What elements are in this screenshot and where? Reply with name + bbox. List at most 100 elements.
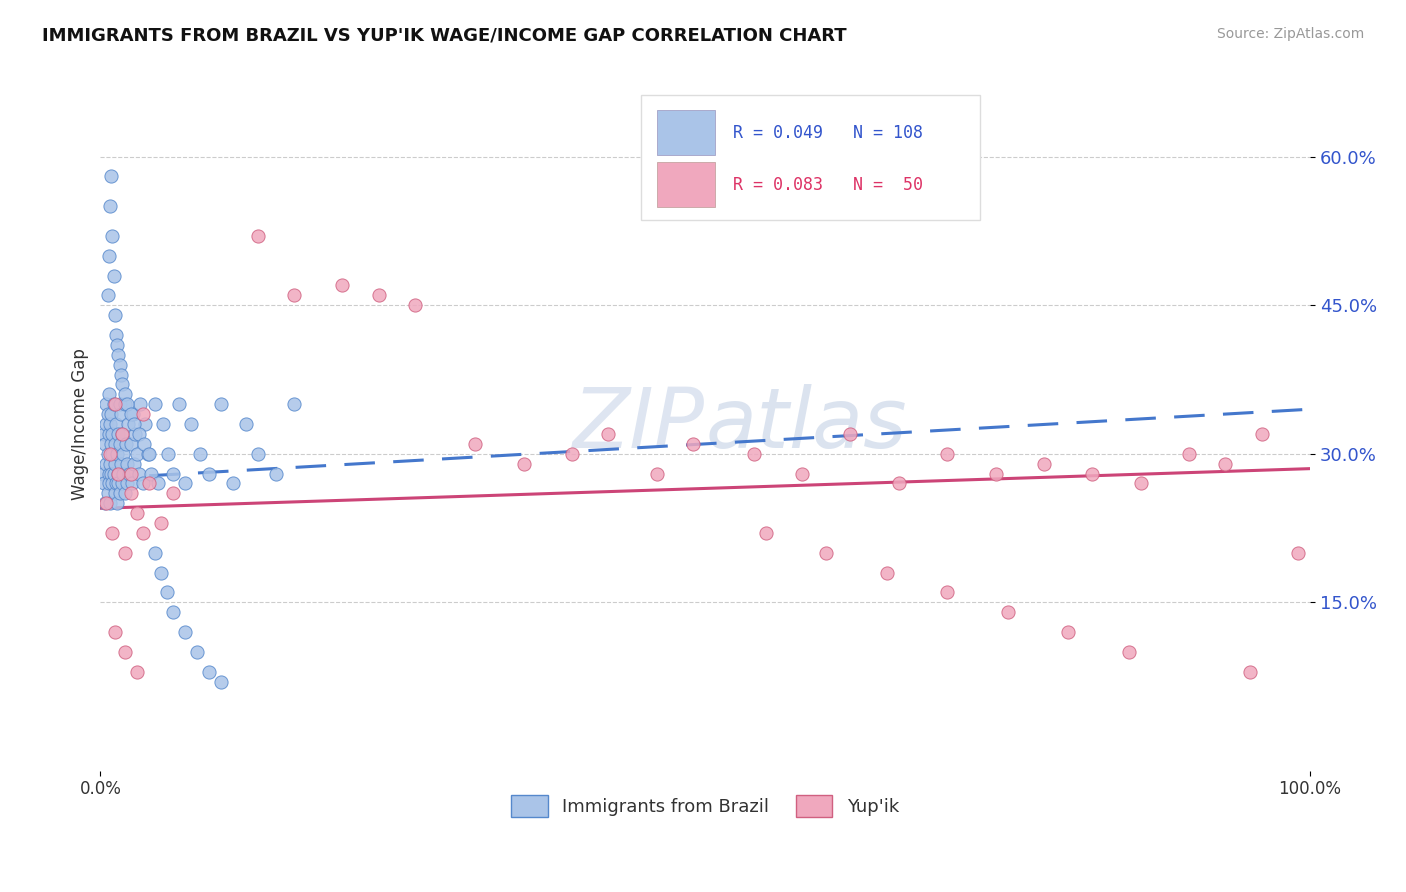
Point bbox=[246, 447, 269, 461]
Point bbox=[110, 457, 132, 471]
Point bbox=[104, 486, 127, 500]
Point bbox=[97, 447, 120, 461]
Point bbox=[283, 397, 305, 411]
Point bbox=[132, 437, 155, 451]
Point bbox=[101, 427, 124, 442]
Point bbox=[330, 278, 353, 293]
Point bbox=[143, 397, 166, 411]
Point bbox=[97, 476, 120, 491]
Point bbox=[98, 457, 121, 471]
Text: ZIP: ZIP bbox=[574, 384, 706, 465]
Point bbox=[148, 476, 170, 491]
Bar bbox=[657, 162, 714, 208]
Point bbox=[97, 387, 120, 401]
Point bbox=[117, 417, 139, 431]
Point bbox=[1057, 625, 1080, 640]
Point bbox=[93, 427, 115, 442]
Point bbox=[105, 476, 128, 491]
Bar bbox=[657, 111, 714, 155]
Point bbox=[111, 377, 134, 392]
Point bbox=[138, 447, 160, 461]
Point bbox=[97, 407, 120, 421]
Point bbox=[1178, 447, 1201, 461]
Point bbox=[742, 447, 765, 461]
Point bbox=[157, 447, 180, 461]
Point bbox=[115, 397, 138, 411]
Point bbox=[104, 437, 127, 451]
Point bbox=[984, 467, 1007, 481]
Point bbox=[997, 605, 1019, 619]
Point bbox=[120, 437, 142, 451]
Point bbox=[936, 585, 959, 599]
Point bbox=[790, 467, 813, 481]
Point bbox=[120, 467, 142, 481]
Point bbox=[104, 457, 127, 471]
Point bbox=[94, 437, 117, 451]
Point bbox=[174, 625, 197, 640]
Point bbox=[108, 437, 131, 451]
Text: atlas: atlas bbox=[706, 384, 907, 465]
Point bbox=[129, 397, 152, 411]
Point bbox=[246, 228, 269, 243]
Point bbox=[104, 308, 127, 322]
Point bbox=[367, 288, 389, 302]
Point bbox=[115, 457, 138, 471]
Point bbox=[97, 467, 120, 481]
Point bbox=[96, 496, 118, 510]
Point bbox=[131, 476, 153, 491]
Point bbox=[174, 476, 197, 491]
Point bbox=[1129, 476, 1152, 491]
Point bbox=[98, 199, 121, 213]
Point bbox=[115, 476, 138, 491]
Point bbox=[112, 447, 135, 461]
Point bbox=[188, 447, 211, 461]
Point bbox=[209, 397, 232, 411]
Point bbox=[96, 457, 118, 471]
Point bbox=[839, 427, 862, 442]
Point bbox=[112, 467, 135, 481]
Point bbox=[464, 437, 486, 451]
Point bbox=[105, 338, 128, 352]
Point bbox=[91, 467, 114, 481]
Point bbox=[936, 447, 959, 461]
Point bbox=[114, 546, 136, 560]
Point bbox=[104, 397, 127, 411]
Point bbox=[180, 417, 202, 431]
Point bbox=[111, 427, 134, 442]
Point bbox=[235, 417, 257, 431]
Point bbox=[149, 516, 172, 530]
Point bbox=[162, 605, 184, 619]
Point bbox=[103, 397, 125, 411]
Point bbox=[120, 407, 142, 421]
Point bbox=[98, 496, 121, 510]
Point bbox=[283, 288, 305, 302]
Point bbox=[110, 368, 132, 382]
Point bbox=[114, 486, 136, 500]
Point bbox=[134, 417, 156, 431]
Point bbox=[141, 467, 163, 481]
Point bbox=[125, 665, 148, 679]
Point bbox=[108, 358, 131, 372]
Point bbox=[97, 486, 120, 500]
Point bbox=[110, 407, 132, 421]
Text: R = 0.049   N = 108: R = 0.049 N = 108 bbox=[733, 124, 924, 142]
Point bbox=[122, 407, 145, 421]
Point bbox=[103, 467, 125, 481]
Point bbox=[131, 407, 153, 421]
Point bbox=[815, 546, 838, 560]
Point bbox=[108, 397, 131, 411]
Point bbox=[131, 526, 153, 541]
Point bbox=[101, 476, 124, 491]
Point bbox=[114, 437, 136, 451]
Point bbox=[114, 387, 136, 401]
Point bbox=[122, 417, 145, 431]
Point bbox=[125, 506, 148, 520]
Point bbox=[136, 447, 159, 461]
Point bbox=[1286, 546, 1309, 560]
Point bbox=[96, 417, 118, 431]
Point bbox=[264, 467, 287, 481]
Point bbox=[138, 476, 160, 491]
Point bbox=[114, 645, 136, 659]
Point bbox=[162, 486, 184, 500]
Y-axis label: Wage/Income Gap: Wage/Income Gap bbox=[72, 348, 89, 500]
